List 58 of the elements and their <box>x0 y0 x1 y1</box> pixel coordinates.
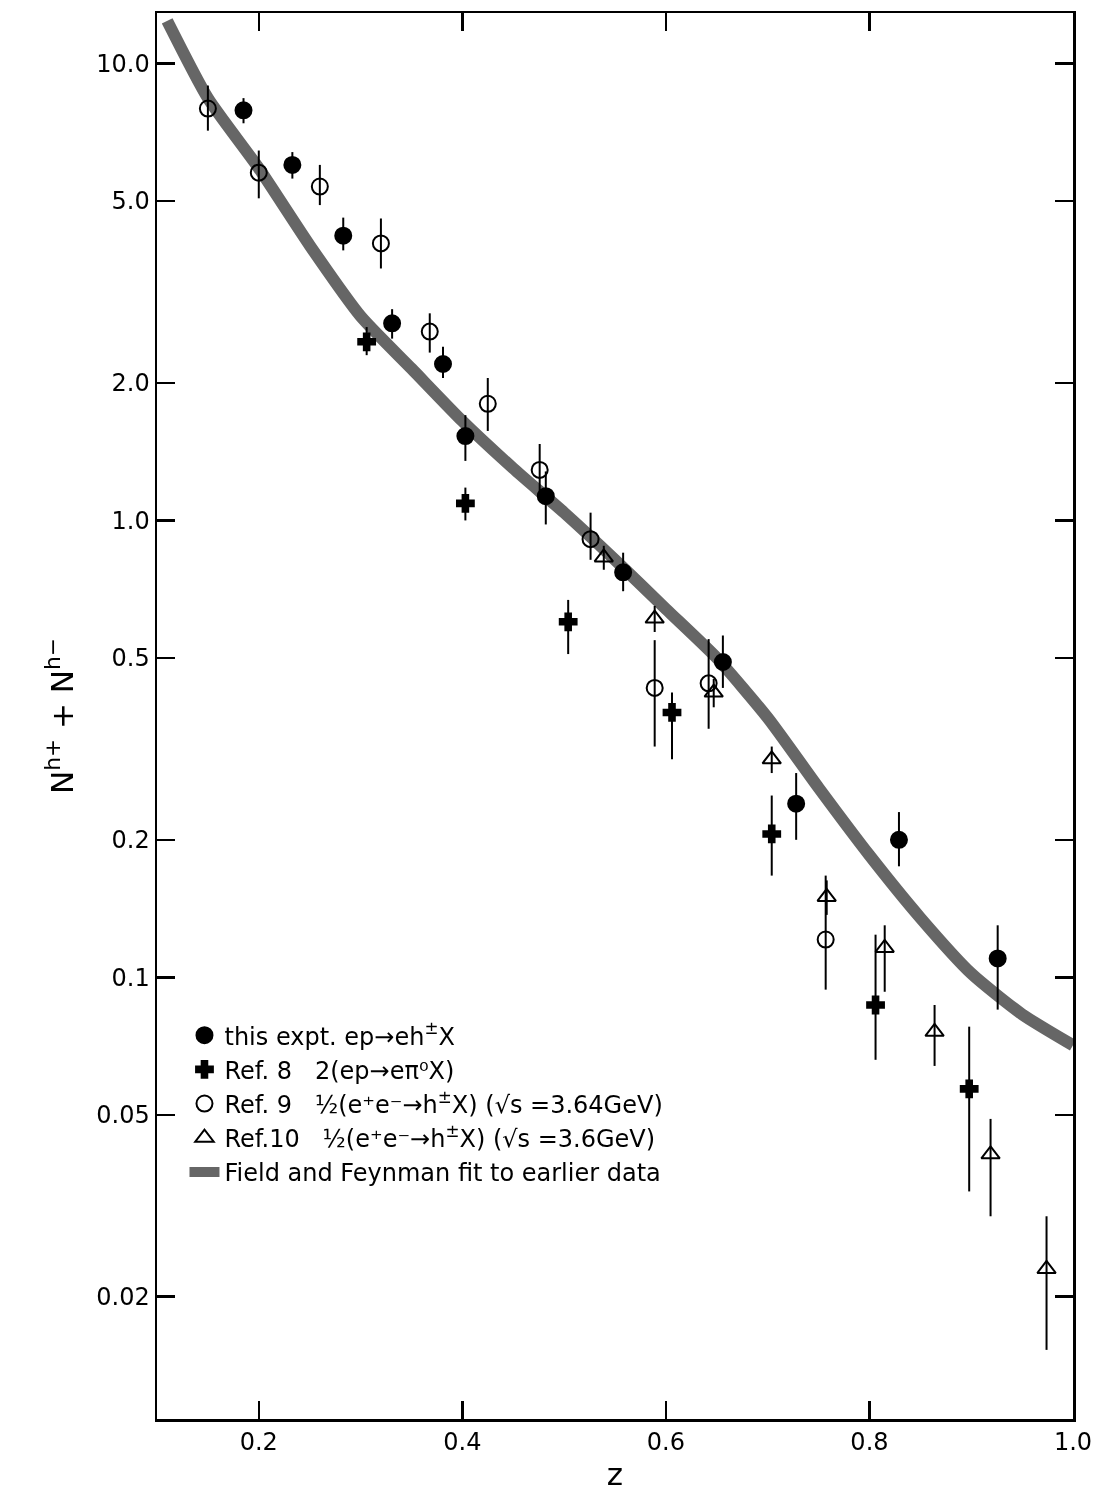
y-tick-label: 10.0 <box>96 49 150 78</box>
y-tick-label: 0.02 <box>96 1283 150 1312</box>
point <box>889 830 908 849</box>
point <box>662 703 682 722</box>
x-axis-title: z <box>606 1455 624 1492</box>
point <box>371 234 390 253</box>
point <box>478 394 497 413</box>
point <box>816 930 835 949</box>
point <box>988 949 1007 968</box>
legend-label: Ref. 8 2(ep→eπ⁰X) <box>224 1056 455 1085</box>
point <box>614 563 633 582</box>
point <box>234 101 253 120</box>
point <box>762 824 782 844</box>
point <box>383 314 402 333</box>
point <box>644 609 665 624</box>
y-tick-label: 0.5 <box>111 644 150 673</box>
point <box>816 887 837 902</box>
x-tick-label: 0.4 <box>443 1428 482 1457</box>
legend-label: Ref.10 ½(e⁺e⁻→h$^{±}$X) (√s =3.6GeV) <box>224 1121 656 1154</box>
point <box>334 226 353 245</box>
y-tick-label: 2.0 <box>111 369 150 398</box>
point <box>530 460 549 479</box>
x-tick-label: 0.2 <box>239 1428 278 1457</box>
legend-label: Field and Feynman fit to earlier data <box>224 1159 661 1188</box>
point <box>420 322 439 341</box>
point <box>703 683 724 698</box>
y-tick-label: 1.0 <box>111 506 150 535</box>
point <box>581 530 600 549</box>
point <box>357 332 377 352</box>
y-tick-label: 0.05 <box>96 1101 150 1130</box>
legend-label: this expt. ep→eh$^{±}$X <box>224 1018 455 1051</box>
y-tick-label: 0.2 <box>111 826 150 855</box>
x-tick-label: 0.8 <box>850 1428 889 1457</box>
point <box>310 177 329 196</box>
point <box>249 163 268 182</box>
y-tick-label: 5.0 <box>111 187 150 216</box>
point <box>713 653 732 671</box>
y-tick-label: 0.1 <box>111 963 150 992</box>
point <box>1036 1259 1057 1274</box>
legend-label: Ref. 9 ½(e⁺e⁻→h$^{±}$X) (√s =3.64GeV) <box>224 1086 663 1119</box>
point <box>924 1022 945 1037</box>
point <box>198 99 217 118</box>
x-tick-label: 0.6 <box>646 1428 685 1457</box>
point <box>536 487 555 506</box>
x-tick-label: 1.0 <box>1053 1428 1093 1457</box>
point <box>455 493 475 513</box>
point <box>699 674 718 693</box>
point <box>283 155 302 174</box>
point <box>959 1079 979 1099</box>
point <box>787 794 806 813</box>
point <box>434 354 452 373</box>
point <box>874 938 895 953</box>
point <box>456 427 475 446</box>
point <box>980 1145 1001 1160</box>
point <box>866 995 885 1015</box>
point <box>558 612 578 632</box>
point <box>761 750 782 765</box>
point <box>645 678 664 697</box>
